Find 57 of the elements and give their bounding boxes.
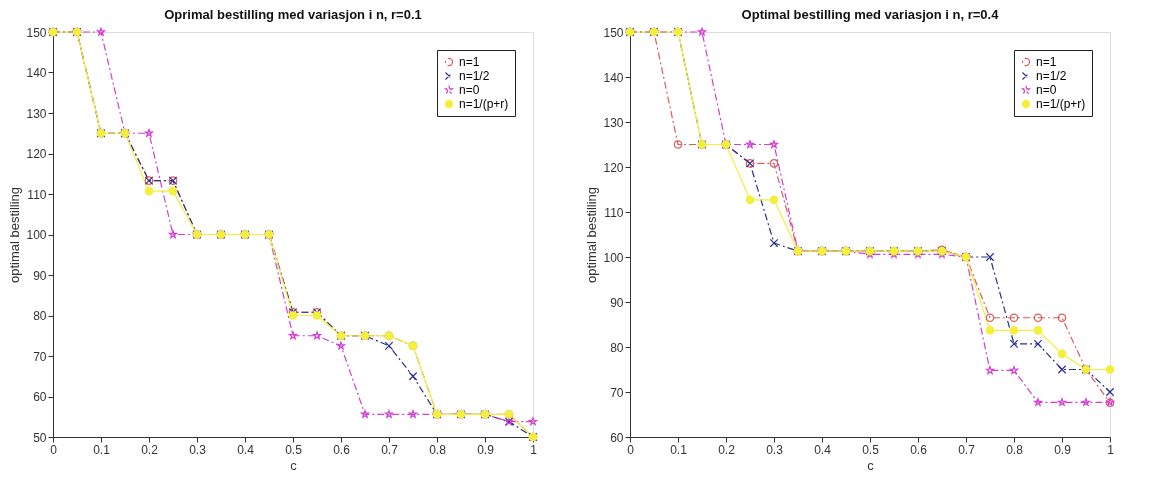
y-axis-title: optimal bestilling <box>7 186 23 284</box>
chart-title: Oprimal bestilling med variasjon i n, r=0.1 <box>164 6 422 22</box>
x-tick-label: 0.6 <box>910 442 928 457</box>
x-axis-title: c <box>290 457 298 473</box>
y-tick-label: 50 <box>33 430 47 445</box>
legend-label: n=0 <box>459 83 480 97</box>
x-tick-label: 0.3 <box>766 442 784 457</box>
legend-label: n=0 <box>1036 83 1057 97</box>
x-tick-label: 0.5 <box>285 442 303 457</box>
x-tick-label: 0.6 <box>333 442 351 457</box>
y-tick-label: 140 <box>603 70 624 85</box>
y-axis-title: optimal bestilling <box>584 186 600 284</box>
x-tick-label: 1 <box>1107 442 1115 457</box>
y-tick-label: 150 <box>603 25 624 40</box>
legend-label: n=1/(p+r) <box>1036 97 1086 111</box>
chart-title: Optimal bestilling med variasjon i n, r=0.4 <box>741 6 1000 22</box>
y-tick-label: 100 <box>26 228 47 242</box>
legend-label: n=1/(p+r) <box>459 97 509 111</box>
y-tick-label: 60 <box>33 390 47 404</box>
y-tick-label: 80 <box>610 340 624 355</box>
legend-label: n=1 <box>1036 55 1057 69</box>
y-tick-label: 70 <box>33 349 47 364</box>
x-tick-label: 0 <box>627 442 635 457</box>
x-tick-label: 0 <box>50 442 58 457</box>
y-tick-label: 120 <box>26 147 47 161</box>
y-tick-label: 90 <box>610 295 624 310</box>
x-tick-label: 0.5 <box>862 442 880 457</box>
y-tick-label: 140 <box>26 66 47 80</box>
y-tick-label: 60 <box>610 430 624 445</box>
x-tick-label: 0.4 <box>814 442 832 457</box>
x-tick-label: 0.7 <box>381 442 399 457</box>
x-tick-label: 0.8 <box>429 442 447 457</box>
y-tick-label: 130 <box>26 106 47 121</box>
legend-label: n=1 <box>459 55 480 69</box>
y-tick-label: 130 <box>603 115 624 130</box>
y-tick-label: 110 <box>604 205 624 220</box>
legend-label: n=1/2 <box>459 69 490 83</box>
x-tick-label: 0.8 <box>1006 442 1024 457</box>
y-tick-label: 70 <box>610 385 624 400</box>
y-tick-label: 110 <box>27 187 47 202</box>
x-tick-label: 0.9 <box>1054 442 1072 457</box>
y-tick-label: 80 <box>33 309 47 323</box>
y-tick-label: 90 <box>33 268 47 283</box>
x-tick-label: 0.2 <box>141 442 159 457</box>
x-tick-label: 0.4 <box>237 442 255 457</box>
x-tick-label: 0.7 <box>958 442 976 457</box>
legend-label: n=1/2 <box>1036 69 1067 83</box>
x-tick-label: 0.1 <box>670 442 688 457</box>
y-tick-label: 120 <box>603 160 624 175</box>
x-tick-label: 0.2 <box>718 442 736 457</box>
x-tick-label: 0.1 <box>93 442 111 457</box>
x-axis-title: c <box>867 457 875 473</box>
y-tick-label: 100 <box>603 250 624 265</box>
x-tick-label: 0.3 <box>189 442 207 457</box>
x-tick-label: 1 <box>530 442 538 457</box>
y-tick-label: 150 <box>26 25 47 40</box>
x-tick-label: 0.9 <box>477 442 495 457</box>
